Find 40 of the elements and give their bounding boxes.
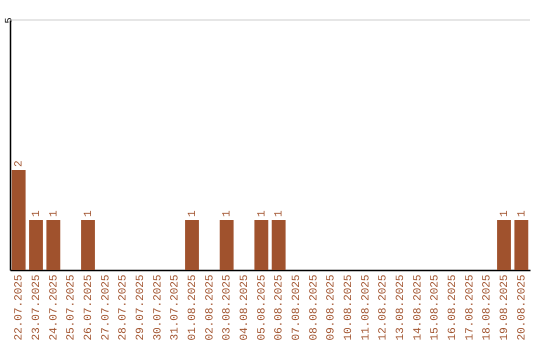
x-tick-label: 20.08.2025 xyxy=(516,274,528,340)
x-tick-label: 05.08.2025 xyxy=(256,274,268,340)
x-tick-label: 14.08.2025 xyxy=(412,274,424,340)
x-tick-label: 06.08.2025 xyxy=(274,274,286,340)
x-tick-label: 11.08.2025 xyxy=(360,274,372,340)
data-label: 1 xyxy=(187,210,199,217)
x-tick-label: 25.07.2025 xyxy=(66,274,78,340)
x-tick-label: 23.07.2025 xyxy=(31,274,43,340)
x-tick-label: 29.07.2025 xyxy=(135,274,147,340)
x-tick-label: 18.08.2025 xyxy=(482,274,494,340)
data-label: 1 xyxy=(31,210,43,217)
data-label: 1 xyxy=(499,210,511,217)
x-tick-label: 17.08.2025 xyxy=(464,274,476,340)
x-tick-label: 30.07.2025 xyxy=(152,274,164,340)
x-tick-label: 28.07.2025 xyxy=(118,274,130,340)
data-label: 1 xyxy=(256,210,268,217)
x-tick-label: 22.07.2025 xyxy=(14,274,26,340)
x-tick-label: 27.07.2025 xyxy=(100,274,112,340)
x-tick-label: 13.08.2025 xyxy=(395,274,407,340)
x-tick-label: 08.08.2025 xyxy=(308,274,320,340)
x-tick-label: 24.07.2025 xyxy=(48,274,60,340)
x-tick-label: 12.08.2025 xyxy=(378,274,390,340)
x-tick-label: 03.08.2025 xyxy=(222,274,234,340)
x-tick-label: 02.08.2025 xyxy=(204,274,216,340)
data-label: 2 xyxy=(14,160,26,167)
x-tick-label: 31.07.2025 xyxy=(170,274,182,340)
x-tick-label: 16.08.2025 xyxy=(447,274,459,340)
x-tick-label: 15.08.2025 xyxy=(430,274,442,340)
data-label: 1 xyxy=(48,210,60,217)
x-tick-label: 26.07.2025 xyxy=(83,274,95,340)
data-label: 1 xyxy=(222,210,234,217)
x-tick-label: 09.08.2025 xyxy=(326,274,338,340)
x-tick-label: 07.08.2025 xyxy=(291,274,303,340)
x-tick-label: 04.08.2025 xyxy=(239,274,251,340)
x-tick-label: 01.08.2025 xyxy=(187,274,199,340)
x-tick-label: 19.08.2025 xyxy=(499,274,511,340)
data-label: 1 xyxy=(83,210,95,217)
data-label: 1 xyxy=(516,210,528,217)
x-tick-label: 10.08.2025 xyxy=(343,274,355,340)
data-label: 1 xyxy=(274,210,286,217)
